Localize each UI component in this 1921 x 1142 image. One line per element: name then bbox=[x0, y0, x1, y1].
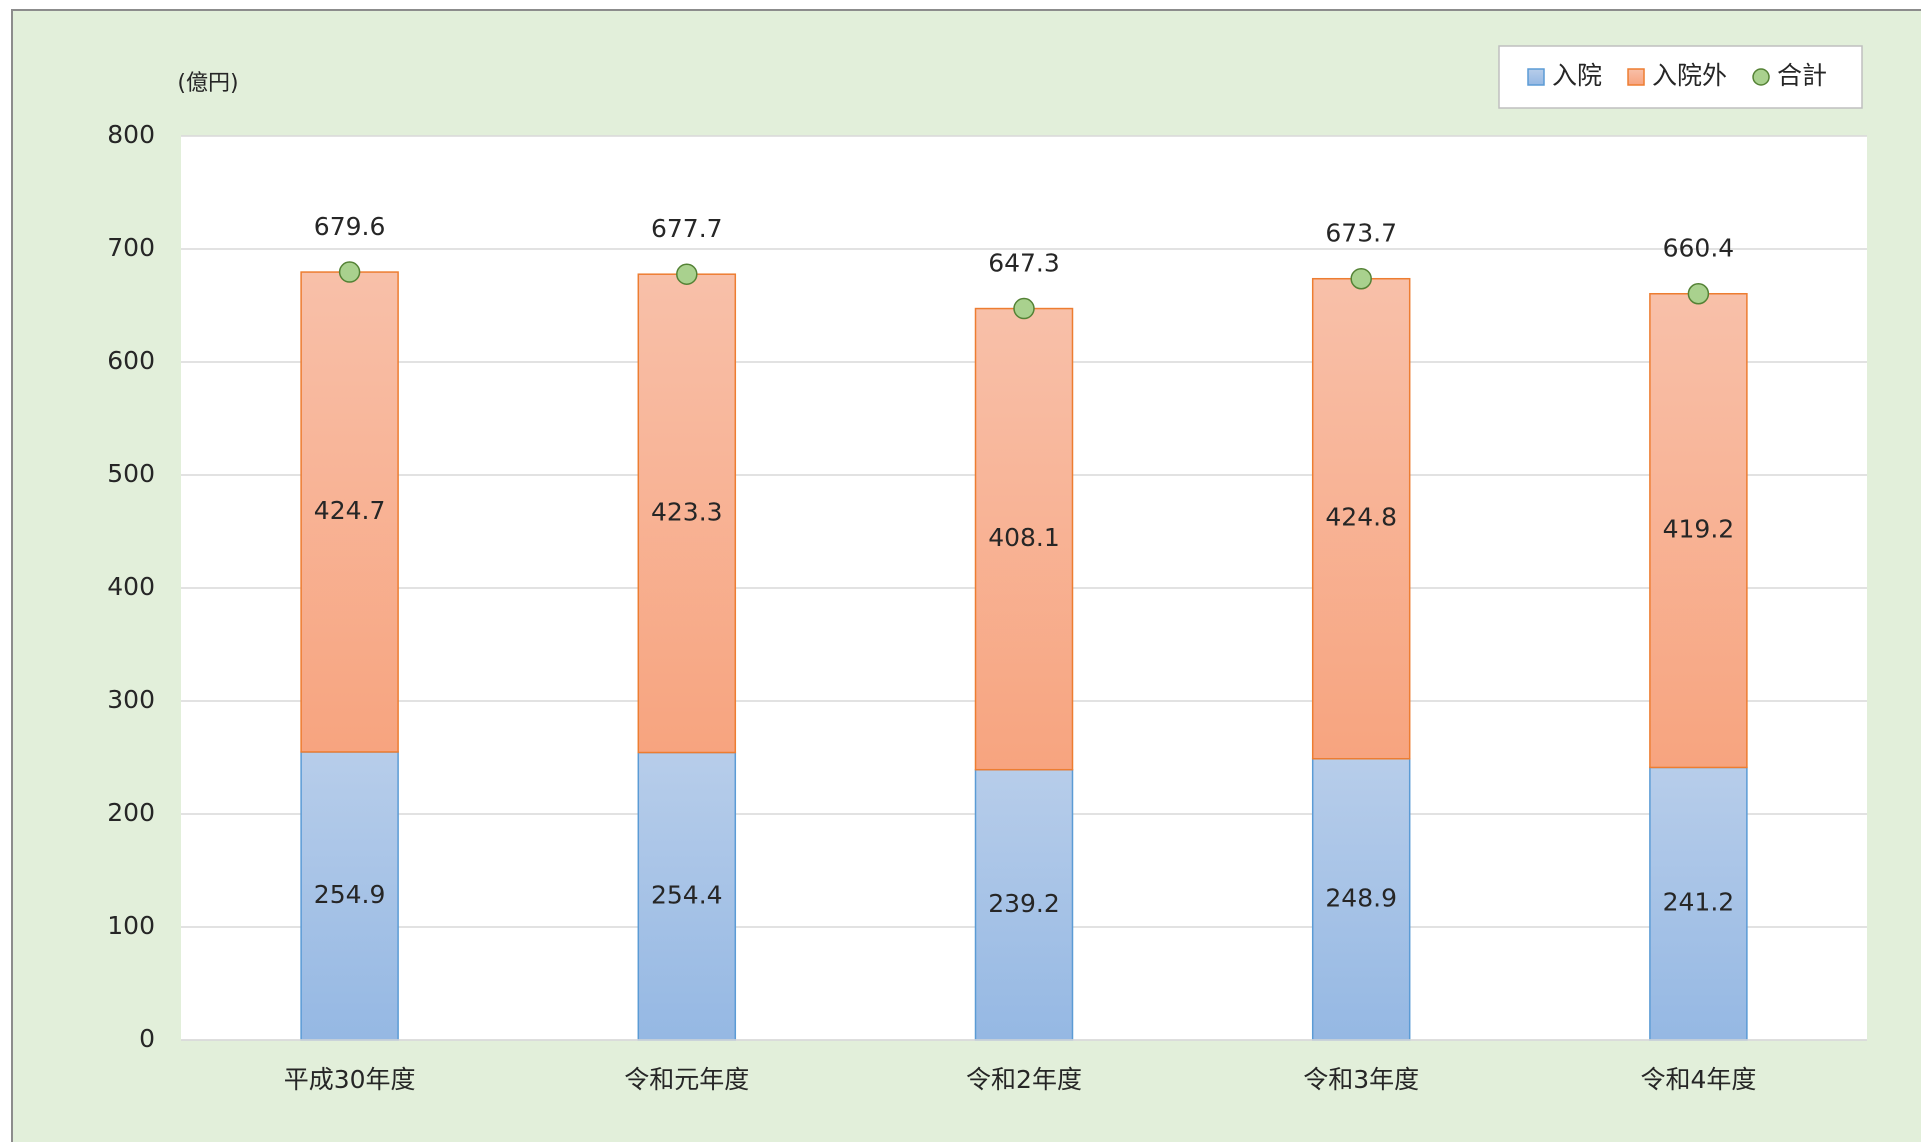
data-label: 241.2 bbox=[1663, 888, 1735, 917]
total-marker bbox=[1013, 297, 1035, 320]
legend-label: 合計 bbox=[1777, 61, 1827, 90]
bar-segment bbox=[1649, 292, 1748, 769]
y-tick-label: 0 bbox=[139, 1024, 155, 1053]
data-label: 679.6 bbox=[314, 212, 386, 241]
legend-swatch bbox=[1527, 68, 1545, 86]
bar-segment bbox=[637, 751, 737, 1041]
bar-segment bbox=[1311, 277, 1411, 760]
y-tick-label: 300 bbox=[107, 685, 155, 714]
bar-segment bbox=[974, 768, 1074, 1041]
x-tick-label: 令和3年度 bbox=[1303, 1065, 1419, 1094]
y-tick-label: 200 bbox=[107, 798, 155, 827]
total-marker bbox=[676, 263, 698, 285]
y-tick-label: 700 bbox=[107, 233, 155, 262]
x-tick-label: 令和4年度 bbox=[1640, 1065, 1756, 1094]
data-label: 248.9 bbox=[1325, 883, 1397, 912]
y-tick-label: 600 bbox=[107, 346, 155, 375]
total-marker bbox=[1350, 267, 1372, 290]
bar-segment bbox=[300, 271, 399, 753]
bar-segment bbox=[1649, 766, 1748, 1041]
y-axis-label: (億円) bbox=[177, 71, 238, 96]
data-label: 647.3 bbox=[988, 249, 1060, 278]
bar-segment bbox=[637, 273, 737, 754]
legend-label: 入院 bbox=[1552, 61, 1602, 90]
legend-label: 入院外 bbox=[1652, 61, 1727, 90]
data-label: 408.1 bbox=[988, 523, 1060, 552]
bar-segment bbox=[300, 751, 399, 1041]
y-tick-label: 500 bbox=[107, 459, 155, 488]
legend-swatch bbox=[1627, 68, 1645, 86]
x-tick-label: 平成30年度 bbox=[284, 1065, 416, 1094]
total-marker bbox=[338, 261, 361, 283]
y-tick-label: 800 bbox=[107, 120, 155, 149]
legend-box bbox=[1498, 45, 1863, 109]
y-tick-label: 100 bbox=[107, 911, 155, 940]
bar-segment bbox=[974, 307, 1074, 771]
total-marker bbox=[1687, 282, 1710, 305]
data-label: 423.3 bbox=[651, 497, 723, 526]
x-tick-label: 令和2年度 bbox=[966, 1065, 1082, 1094]
data-label: 254.9 bbox=[314, 880, 386, 909]
data-label: 254.4 bbox=[651, 880, 723, 909]
data-label: 424.7 bbox=[314, 496, 386, 525]
y-tick-label: 400 bbox=[107, 572, 155, 601]
data-label: 660.4 bbox=[1663, 234, 1735, 263]
legend-swatch bbox=[1752, 68, 1770, 86]
data-label: 424.8 bbox=[1325, 503, 1397, 532]
data-label: 239.2 bbox=[988, 889, 1060, 918]
data-label: 677.7 bbox=[651, 214, 723, 243]
bar-segment bbox=[1311, 757, 1411, 1041]
x-tick-label: 令和元年度 bbox=[624, 1065, 749, 1094]
data-label: 673.7 bbox=[1325, 219, 1397, 248]
data-label: 419.2 bbox=[1663, 515, 1735, 544]
